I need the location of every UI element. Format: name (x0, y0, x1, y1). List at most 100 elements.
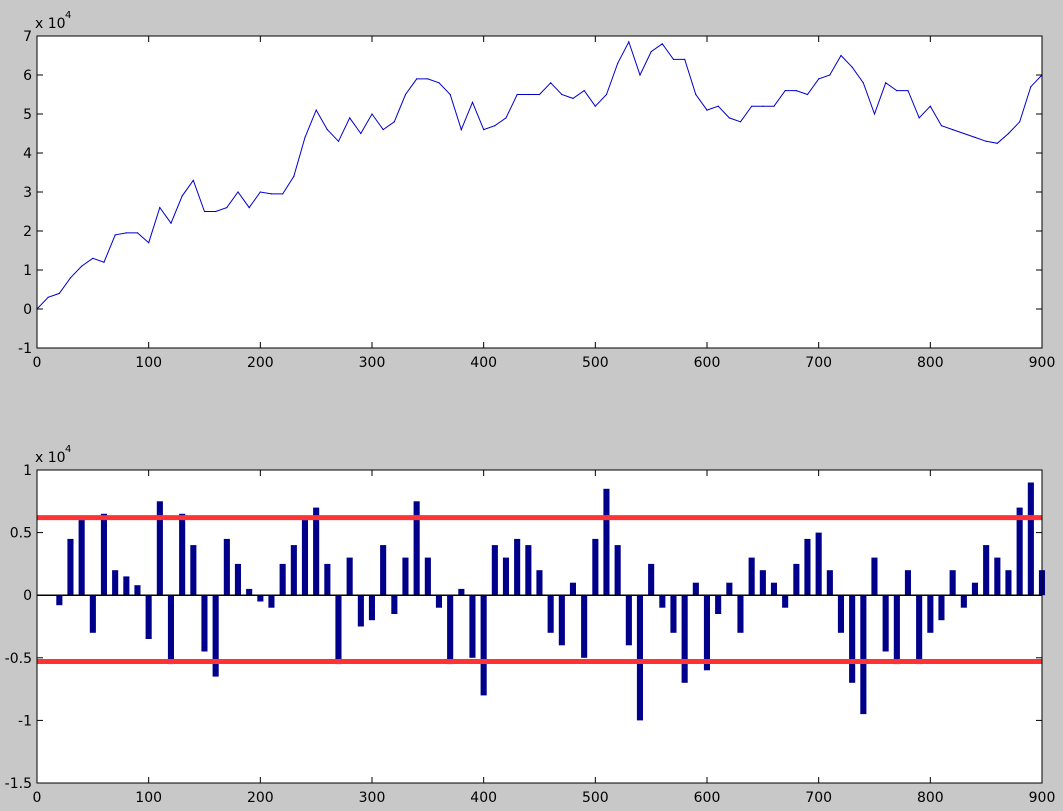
data-point (47, 296, 49, 298)
data-point (885, 82, 887, 84)
y-tick-label: 0 (23, 588, 32, 604)
bar (692, 582, 699, 596)
y-tick-label: 1 (23, 463, 32, 479)
bar (860, 595, 867, 715)
x-tick-label: 200 (247, 790, 274, 806)
bar (547, 595, 554, 633)
data-point (125, 232, 127, 234)
data-point (985, 140, 987, 142)
data-point (483, 129, 485, 131)
bar (491, 545, 498, 596)
bar (502, 557, 509, 596)
x-tick-label: 900 (1029, 790, 1056, 806)
bar (234, 563, 241, 596)
x-tick-label: 0 (33, 790, 42, 806)
data-point (304, 136, 306, 138)
data-point (192, 179, 194, 181)
y-tick-label: 6 (23, 68, 32, 84)
bar (837, 595, 844, 633)
data-point (684, 58, 686, 61)
bar (525, 545, 532, 596)
data-point (215, 210, 217, 213)
bar (480, 595, 487, 696)
exponent-power: 4 (65, 444, 71, 455)
bar (201, 595, 208, 652)
data-point (650, 51, 652, 53)
bar (703, 595, 710, 671)
bar (960, 595, 967, 608)
data-point (617, 62, 619, 64)
bar (313, 507, 320, 596)
data-point (92, 257, 94, 259)
data-point (282, 193, 284, 195)
bar (156, 501, 163, 596)
bar (112, 570, 119, 596)
data-point (952, 129, 954, 131)
bar (603, 488, 610, 596)
bar (737, 595, 744, 633)
bar (1016, 507, 1023, 596)
data-point (494, 125, 496, 127)
data-point (605, 93, 608, 96)
data-point (572, 97, 574, 99)
data-point (427, 78, 429, 80)
bar (592, 538, 599, 596)
data-point (907, 90, 909, 92)
bar (134, 585, 141, 596)
data-point (371, 113, 373, 115)
bar (212, 595, 219, 677)
bar (871, 557, 878, 596)
data-point (527, 93, 529, 96)
bar (927, 595, 934, 633)
bar (514, 538, 521, 596)
data-point (337, 140, 340, 142)
bar (346, 557, 353, 596)
bar (849, 595, 856, 683)
bar (804, 538, 811, 596)
bar (759, 570, 766, 596)
x-tick-label: 500 (582, 790, 609, 806)
bar (715, 595, 722, 614)
data-point (1007, 132, 1010, 135)
x-tick-label: 300 (359, 790, 386, 806)
x-tick-label: 400 (470, 790, 497, 806)
bar (614, 545, 621, 596)
x-tick-label: 400 (470, 355, 497, 371)
data-point (438, 82, 440, 84)
data-point (58, 292, 60, 294)
bar (648, 563, 655, 596)
data-point (103, 261, 105, 263)
data-point (795, 90, 797, 92)
y-tick-label: 0.5 (10, 526, 32, 542)
data-point (69, 277, 72, 279)
data-point (226, 207, 228, 209)
data-point (516, 93, 518, 96)
data-point (896, 90, 898, 92)
bar (335, 595, 342, 665)
bar (145, 595, 152, 639)
bar (726, 582, 733, 596)
x-tick-label: 100 (135, 355, 162, 371)
bar (301, 520, 308, 596)
bar (782, 595, 789, 608)
data-point (806, 93, 809, 96)
data-point (237, 191, 239, 193)
y-tick-label: 4 (23, 146, 32, 162)
bar (1005, 570, 1012, 596)
data-point (293, 175, 295, 177)
bar (56, 595, 63, 606)
data-point (181, 195, 183, 197)
bar (368, 595, 375, 621)
bar (636, 595, 643, 721)
y-tick-label: 2 (23, 224, 32, 240)
data-point (1019, 121, 1021, 123)
bar (190, 545, 197, 596)
bar (994, 557, 1001, 596)
bar (681, 595, 688, 683)
data-point (773, 105, 775, 107)
data-point (1030, 86, 1032, 88)
bar (916, 595, 923, 665)
data-point (840, 54, 842, 57)
bar (447, 595, 454, 665)
data-point (594, 105, 596, 107)
